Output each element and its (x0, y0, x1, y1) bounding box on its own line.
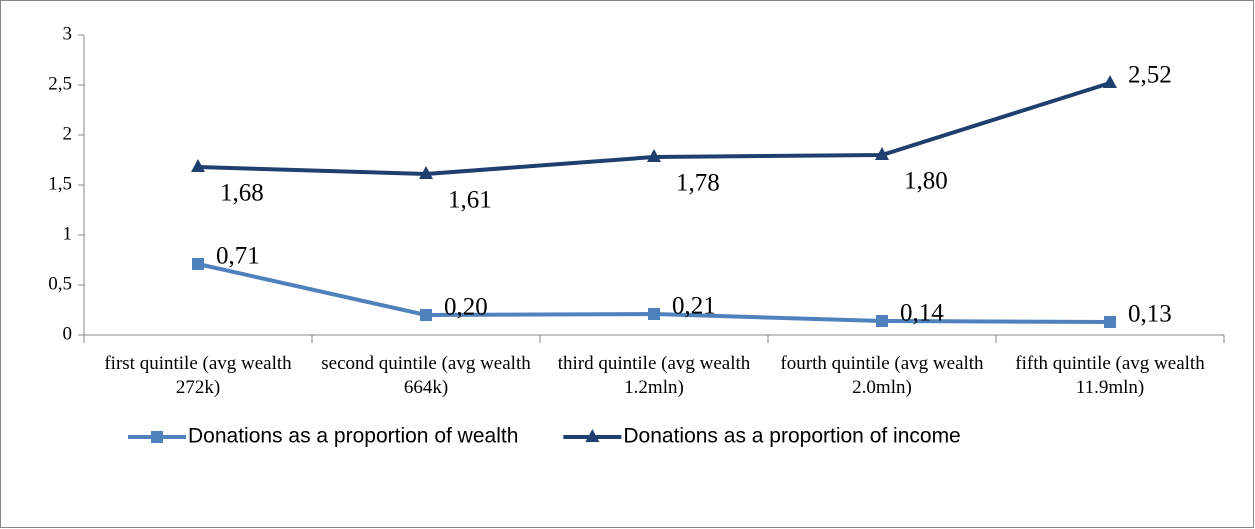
y-tick-label: 0,5 (48, 273, 72, 294)
legend-marker (151, 431, 163, 443)
marker (1104, 316, 1116, 328)
y-tick-label: 1 (63, 223, 73, 244)
data-label: 2,52 (1128, 62, 1172, 89)
data-label: 0,71 (216, 243, 260, 270)
data-label: 1,80 (904, 168, 948, 195)
marker (191, 159, 205, 172)
y-tick-label: 1,5 (48, 173, 72, 194)
marker (648, 308, 660, 320)
marker (876, 315, 888, 327)
marker (420, 309, 432, 321)
marker (647, 149, 661, 162)
marker (1103, 75, 1117, 88)
legend-label: Donations as a proportion of wealth (188, 425, 518, 448)
data-label: 0,14 (900, 300, 944, 327)
x-tick-label: first quintile (avg wealth 272k) (104, 353, 292, 398)
marker (192, 258, 204, 270)
legend-marker (585, 429, 600, 442)
y-tick-label: 2 (63, 123, 73, 144)
marker (419, 166, 433, 179)
x-tick-label: third quintile (avg wealth 1.2mln) (558, 353, 751, 398)
y-tick-label: 2,5 (48, 73, 72, 94)
x-tick-label: fourth quintile (avg wealth 2.0mln) (780, 353, 984, 398)
x-tick-label: second quintile (avg wealth 664k) (321, 353, 531, 398)
legend-label: Donations as a proportion of income (623, 425, 960, 448)
data-label: 1,78 (676, 170, 720, 197)
data-label: 1,61 (448, 187, 492, 214)
data-label: 0,13 (1128, 301, 1172, 328)
data-label: 0,21 (672, 293, 716, 320)
y-tick-label: 3 (63, 23, 73, 44)
marker (875, 147, 889, 160)
data-label: 0,20 (444, 294, 488, 321)
data-label: 1,68 (220, 180, 264, 207)
x-tick-label: fifth quintile (avg wealth 11.9mln) (1015, 353, 1205, 398)
y-tick-label: 0 (63, 323, 73, 344)
